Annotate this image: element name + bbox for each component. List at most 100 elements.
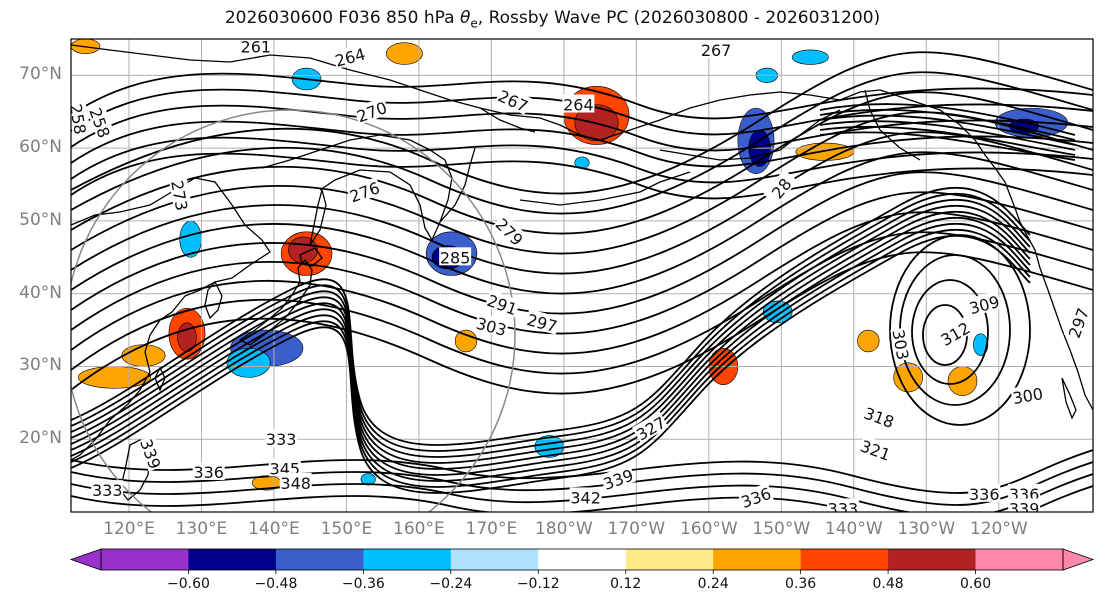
longitude-label: 120°E <box>103 519 155 539</box>
contour-label-bg <box>966 290 1002 317</box>
contour-label-bg <box>332 43 368 70</box>
contour-label: 336 <box>969 485 1000 504</box>
coastline-siberia-north <box>71 44 601 141</box>
theta-subscript: e <box>470 16 478 31</box>
jet-contour-line <box>71 216 1031 476</box>
contour-line <box>71 71 1093 215</box>
colorbar-segment <box>800 549 889 570</box>
contour-line <box>71 120 1093 168</box>
contour-label-bg <box>239 39 272 55</box>
contour-label-bg <box>562 94 595 113</box>
contour-line <box>71 136 1093 184</box>
anomaly-blob <box>791 49 829 65</box>
longitude-label: 150°W <box>752 519 811 539</box>
colorbar-segment <box>450 549 539 570</box>
longitude-label: 140°W <box>824 519 883 539</box>
longitude-label: 150°E <box>320 519 373 539</box>
colorbar-frame <box>100 548 1064 571</box>
latitude-label: 20°N <box>19 428 62 449</box>
contour-label-bg <box>1008 498 1041 512</box>
contour-line <box>71 191 1093 335</box>
latitude-label: 40°N <box>19 282 62 303</box>
contour-line <box>819 125 1076 156</box>
longitude-label: 170°W <box>607 519 666 539</box>
contour-line <box>71 131 1093 275</box>
contour-label-bg <box>700 39 733 58</box>
colorbar-segment <box>538 549 627 570</box>
longitude-label: 170°E <box>465 519 518 539</box>
coastline-na-west <box>1024 231 1093 411</box>
contour-line <box>71 151 1093 295</box>
contour-label-bg <box>890 327 914 362</box>
longitude-label: 130°W <box>897 519 956 539</box>
coastline-aleutians <box>519 171 691 206</box>
contour-line <box>71 485 1093 512</box>
contour-label-bg <box>1010 382 1045 407</box>
colorbar-over-arrow <box>1062 548 1095 571</box>
contour-label-bg <box>632 411 669 444</box>
coastline-sakhalin <box>309 187 327 246</box>
contour-label-bg <box>265 429 298 448</box>
contour-label: 285 <box>440 248 471 267</box>
theta-e-contours <box>71 51 1093 512</box>
contour-line <box>71 51 1093 195</box>
longitude-label: 140°E <box>248 519 300 539</box>
longitude-label: 130°E <box>175 519 228 539</box>
jet-contour-line <box>71 222 1031 482</box>
latitude-label: 60°N <box>19 137 62 158</box>
colorbar-tick-label: 0.36 <box>785 576 817 592</box>
colorbar-segment <box>888 549 977 570</box>
contour-label: 258 <box>66 102 90 135</box>
contour-label-bg <box>1063 304 1092 341</box>
colorbar-tick-label: 0.48 <box>872 576 904 592</box>
colorbar-tick-label: −0.12 <box>516 576 560 592</box>
colorbar-segment <box>713 549 802 570</box>
great-circle-outline <box>71 109 516 512</box>
contour-label: 333 <box>266 430 297 449</box>
contour-label-bg <box>936 317 974 349</box>
jet-contour-line <box>71 186 1031 446</box>
contour-label-bg <box>353 96 390 125</box>
anomaly-blob <box>973 333 989 356</box>
contour-line <box>71 171 1093 315</box>
contour-label-bg <box>169 177 193 213</box>
anomaly-blob <box>857 329 880 353</box>
contour-line <box>71 91 1093 235</box>
contour-label-bg <box>346 176 383 205</box>
contour-line <box>71 152 1093 200</box>
theta-symbol: θ <box>460 8 471 28</box>
contour-label-bg <box>192 461 225 480</box>
latitude-label: 50°N <box>19 209 62 230</box>
closed-contour <box>911 279 989 385</box>
colorbar-tick-label: 0.12 <box>610 576 642 592</box>
contour-line <box>71 211 1093 355</box>
contour-line <box>71 251 1093 395</box>
coastline-kamchatka <box>439 147 476 223</box>
contour-line <box>819 108 1076 141</box>
jet-contour-line <box>71 192 1031 452</box>
contour-label: 342 <box>570 488 601 507</box>
contour-label: 348 <box>280 474 311 493</box>
jet-contour-line <box>71 204 1031 464</box>
contour-line <box>819 131 1076 161</box>
contour-label-bg <box>91 480 124 499</box>
contour-label-bg <box>473 312 510 339</box>
jet-contour-line <box>71 210 1031 470</box>
longitude-label: 180°W <box>534 519 593 539</box>
colorbar-tick-label: −0.24 <box>429 576 473 592</box>
page-title: 2026030600 F036 850 hPa θe, Rossby Wave … <box>224 8 881 31</box>
latitude-label: 30°N <box>19 355 62 376</box>
longitude-label: 160°W <box>679 519 738 539</box>
contour-label: 261 <box>241 37 272 56</box>
contour-label: 333 <box>92 481 123 500</box>
colorbar-segment <box>275 549 364 570</box>
contour-label-bg <box>279 472 312 491</box>
contour-line <box>819 114 1076 146</box>
coastline-alaska-south <box>659 109 841 161</box>
contour-label-bg <box>968 483 1001 502</box>
contour-label-bg <box>484 289 521 318</box>
colorbar-tick-label: 0.24 <box>697 576 729 592</box>
contour-label-bg <box>737 482 774 511</box>
contour-line <box>71 231 1093 375</box>
